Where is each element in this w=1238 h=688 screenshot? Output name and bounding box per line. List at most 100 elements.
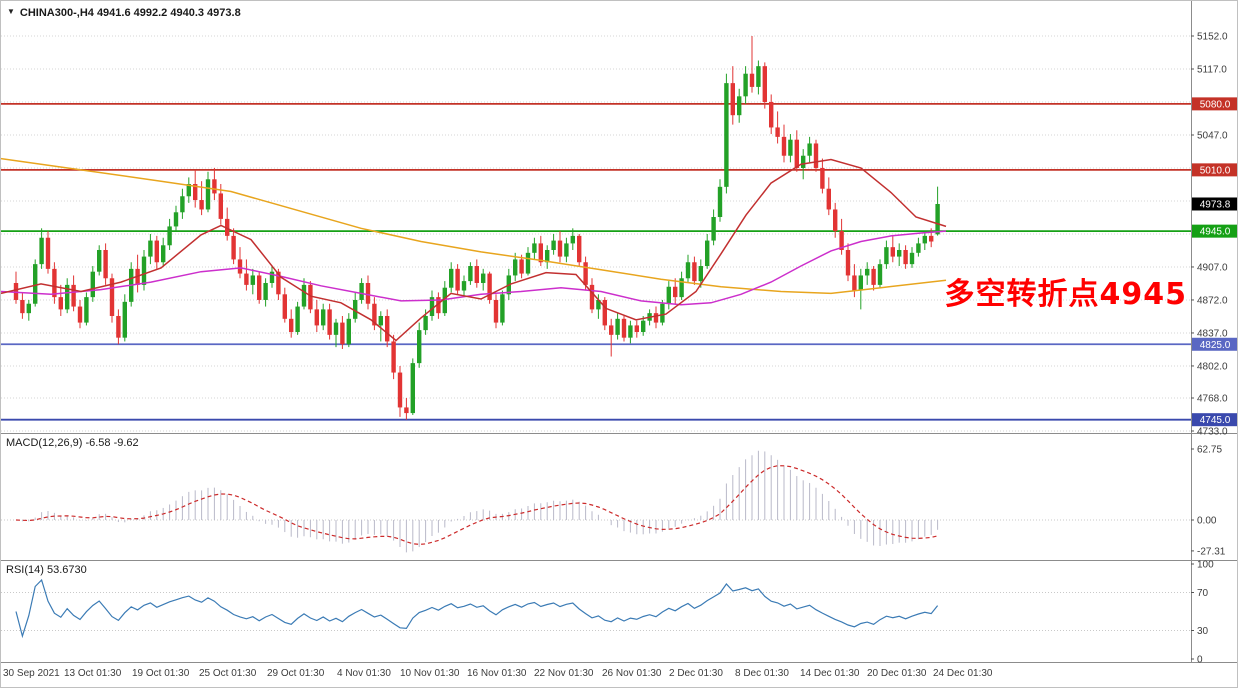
candle-body bbox=[301, 284, 307, 307]
candle-body bbox=[743, 73, 748, 97]
candle-body bbox=[717, 186, 723, 218]
candle-body bbox=[154, 240, 159, 263]
candle-body bbox=[532, 243, 537, 253]
price-tag-5010.0-bg bbox=[1192, 163, 1237, 177]
candle-body bbox=[173, 212, 179, 227]
price-tag-5080.0-bg bbox=[1192, 97, 1237, 111]
price-tag-4825.0-bg bbox=[1192, 337, 1237, 351]
candle-body bbox=[820, 167, 825, 189]
candle-body bbox=[909, 252, 915, 265]
chart-title-text: CHINA300-,H4 4941.6 4992.2 4940.3 4973.8 bbox=[19, 7, 241, 19]
date-label: 10 Nov 01:30 bbox=[400, 668, 460, 679]
candle-body bbox=[845, 249, 851, 276]
candle-body bbox=[436, 297, 441, 314]
price-tag-4745.0: 4745.0 bbox=[1200, 415, 1231, 426]
candle-body bbox=[378, 315, 383, 326]
candle-body bbox=[205, 179, 211, 210]
candle-body bbox=[308, 284, 313, 310]
candle-body bbox=[577, 235, 582, 263]
candle-body bbox=[929, 235, 934, 242]
candle-body bbox=[775, 127, 780, 137]
price-axis-label: 4872.0 bbox=[1197, 295, 1228, 306]
date-label: 4 Nov 01:30 bbox=[337, 668, 391, 679]
candle-body bbox=[871, 268, 876, 285]
rsi-label: RSI(14) 53.6730 bbox=[6, 564, 87, 576]
candle-body bbox=[372, 303, 377, 326]
candle-body bbox=[461, 281, 467, 291]
candle-body bbox=[39, 237, 44, 265]
candle-body bbox=[212, 179, 217, 194]
candle-body bbox=[781, 136, 787, 156]
candle-body bbox=[109, 278, 115, 316]
rsi-axis-label: 0 bbox=[1197, 655, 1203, 666]
macd-signal-line bbox=[15, 465, 938, 546]
candle-body bbox=[365, 282, 371, 304]
candle-body bbox=[410, 363, 415, 414]
price-axis-label: 5152.0 bbox=[1197, 32, 1228, 43]
candle-body bbox=[237, 259, 243, 274]
candle-body bbox=[493, 299, 499, 323]
rsi-line bbox=[15, 578, 939, 639]
candle-body bbox=[13, 282, 19, 300]
price-tag-5010.0: 5010.0 bbox=[1200, 165, 1231, 176]
candle-body bbox=[269, 271, 275, 283]
rsi-axis-label: 70 bbox=[1197, 588, 1209, 599]
candle-body bbox=[161, 245, 166, 263]
candle-body bbox=[52, 268, 57, 298]
candle-body bbox=[621, 318, 627, 338]
candle-body bbox=[698, 266, 703, 282]
candle-body bbox=[903, 249, 908, 265]
candle-body bbox=[26, 303, 31, 314]
candle-body bbox=[257, 275, 262, 300]
ma-mid-magenta bbox=[1, 230, 947, 306]
candle-body bbox=[359, 282, 364, 300]
candle-body bbox=[865, 268, 870, 276]
candle-body bbox=[353, 299, 358, 319]
candle-body bbox=[455, 268, 460, 291]
candle-body bbox=[33, 264, 38, 304]
candle-body bbox=[641, 320, 646, 333]
price-tag-4825.0: 4825.0 bbox=[1200, 340, 1231, 351]
candle-body bbox=[788, 139, 793, 156]
candle-body bbox=[602, 299, 607, 326]
macd-label: MACD(12,26,9) -6.58 -9.62 bbox=[6, 437, 139, 449]
candle-body bbox=[321, 309, 326, 326]
macd-axis-label: -27.31 bbox=[1197, 546, 1226, 557]
date-label: 2 Dec 01:30 bbox=[669, 668, 723, 679]
candle-body bbox=[449, 268, 454, 288]
candle-body bbox=[404, 407, 409, 414]
rsi-axis-label: 100 bbox=[1197, 560, 1214, 571]
candle-body bbox=[884, 247, 889, 265]
candle-body bbox=[90, 271, 95, 298]
macd-axis-label: 62.75 bbox=[1197, 445, 1222, 456]
candle-body bbox=[711, 217, 716, 241]
candle-body bbox=[103, 249, 108, 279]
candle-body bbox=[193, 184, 198, 201]
candle-body bbox=[116, 315, 121, 338]
symbol-dropdown-icon[interactable]: ▼ bbox=[7, 7, 15, 16]
candle-body bbox=[634, 325, 639, 333]
candle-body bbox=[186, 184, 191, 197]
candle-body bbox=[596, 299, 601, 310]
candle-body bbox=[77, 306, 83, 323]
candle-body bbox=[545, 249, 550, 263]
date-label: 13 Oct 01:30 bbox=[64, 668, 122, 679]
candle-body bbox=[628, 325, 633, 338]
price-axis-label: 4837.0 bbox=[1197, 328, 1228, 339]
candle-body bbox=[391, 341, 396, 373]
candle-body bbox=[314, 309, 319, 326]
candle-body bbox=[218, 193, 223, 219]
candle-body bbox=[500, 294, 505, 323]
candle-body bbox=[397, 372, 403, 408]
candle-body bbox=[468, 266, 473, 282]
candle-body bbox=[564, 243, 569, 257]
candle-body bbox=[250, 275, 255, 285]
ma-fast-red bbox=[1, 158, 947, 342]
candle-body bbox=[897, 249, 902, 257]
candle-body bbox=[858, 275, 863, 291]
candle-body bbox=[442, 287, 447, 314]
candle-body bbox=[65, 284, 70, 310]
candle-body bbox=[525, 252, 531, 274]
